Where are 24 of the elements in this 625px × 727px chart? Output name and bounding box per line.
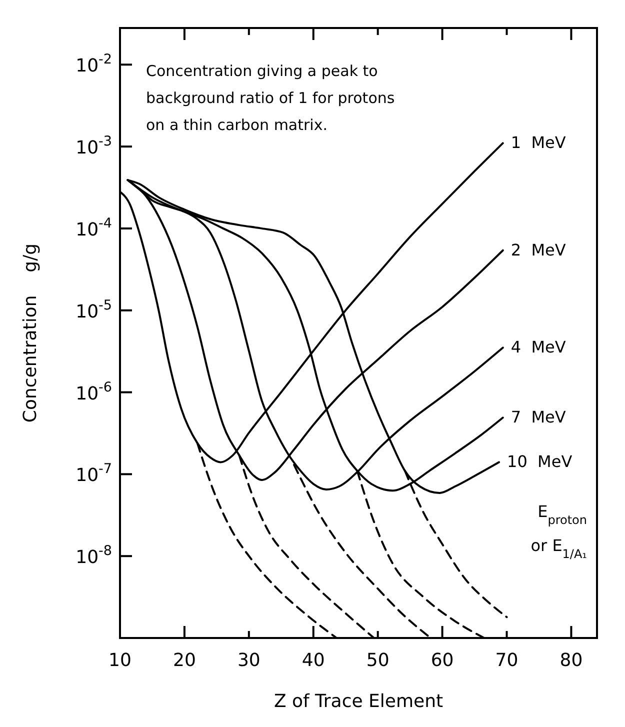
x-tick-label: 70: [495, 650, 518, 671]
x-tick-label: 30: [237, 650, 260, 671]
x-axis-title: Z of Trace Element: [274, 691, 444, 712]
y-tick-label: 10$^{-3}$: [76, 134, 112, 159]
y-tick-label: 10$^{-7}$: [76, 461, 112, 486]
x-tick-label: 60: [430, 650, 454, 671]
series-label: 10 MeV: [507, 452, 572, 472]
y-axis-title: Concentration g/g: [20, 243, 41, 423]
legend-title: E$_{proton}$ or E$_{1/A₁}$: [530, 502, 588, 562]
y-tick-label: 10$^{-6}$: [76, 379, 112, 404]
annotation: Concentration giving a peak to background ratio of 1 for protons on a thin carbon matrix.: [146, 62, 395, 134]
x-tick-label: 80: [560, 650, 583, 671]
series-label: 2 MeV: [510, 240, 566, 260]
y-tick-label: 10$^{-2}$: [76, 52, 112, 77]
series-label: 7 MeV: [510, 408, 566, 427]
y-tick-label: 10$^{-5}$: [76, 297, 112, 322]
y-tick-label: 10$^{-8}$: [76, 543, 112, 568]
y-tick-label: 10$^{-4}$: [76, 215, 112, 240]
series-label: 1 MeV: [510, 133, 566, 152]
x-tick-label: 10: [108, 650, 132, 671]
x-tick-label: 50: [366, 650, 390, 671]
x-tick-label: 20: [173, 650, 196, 671]
series-label: 4 MeV: [510, 338, 566, 357]
x-tick-label: 40: [302, 650, 325, 671]
